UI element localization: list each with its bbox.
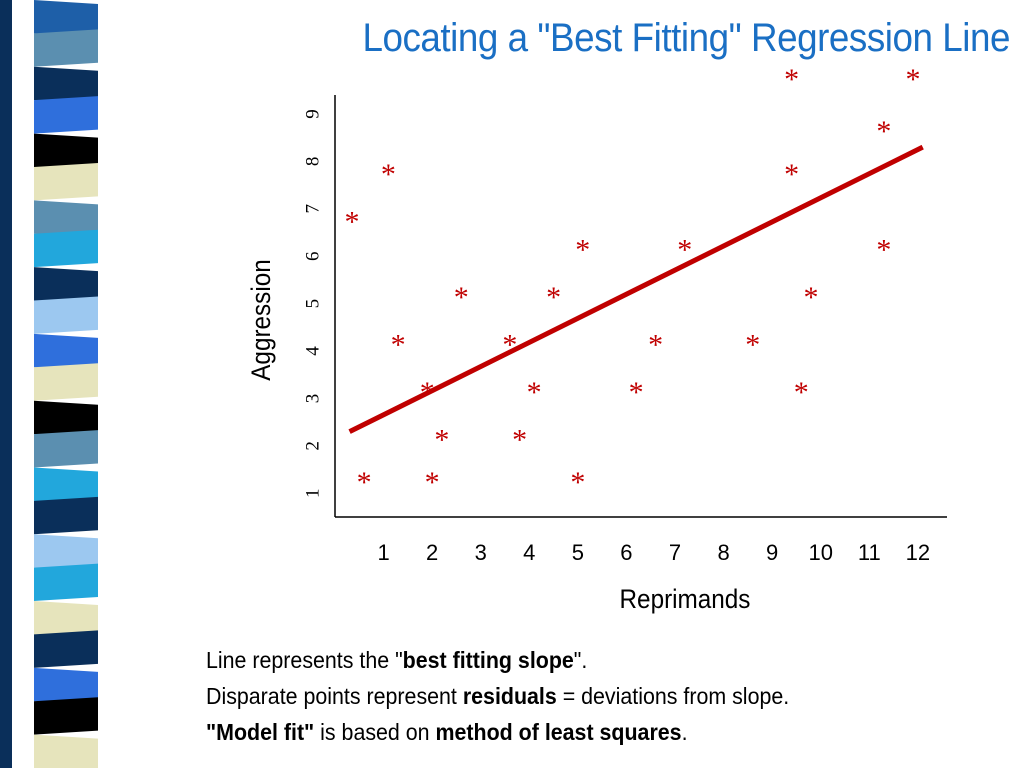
stripe-segment (34, 133, 98, 171)
caption-line: "Model fit" is based on method of least … (206, 714, 950, 750)
data-point: * (906, 63, 921, 96)
stripe-segment (34, 400, 98, 439)
data-point: * (784, 158, 799, 191)
y-tick-label: 7 (303, 204, 324, 214)
caption-run: Disparate points represent (206, 683, 463, 709)
decorative-stripe-bar (0, 0, 98, 768)
caption-line: Disparate points represent residuals = d… (206, 678, 950, 714)
stripe-segment (34, 200, 98, 238)
x-tick-label: 9 (766, 540, 778, 565)
data-point: * (575, 234, 590, 267)
stripe-edge (0, 0, 12, 768)
data-point: * (745, 329, 760, 362)
y-tick-label: 4 (303, 346, 324, 356)
x-tick-label: 6 (620, 540, 632, 565)
x-tick-label: 5 (572, 540, 584, 565)
x-tick-label: 1 (377, 540, 389, 565)
y-tick-label: 5 (303, 299, 324, 309)
data-point: * (804, 281, 819, 314)
regression-line (348, 144, 924, 434)
x-tick-label: 7 (669, 540, 681, 565)
data-point: * (629, 376, 644, 409)
caption-emphasis: method of least squares (435, 719, 682, 745)
y-tick-label: 1 (303, 489, 324, 499)
x-tick-label: 12 (906, 540, 930, 565)
stripe-segment (34, 96, 98, 134)
stripe-segment (34, 430, 98, 468)
x-tick-label: 3 (475, 540, 487, 565)
stripe-segment (34, 267, 98, 305)
stripe-segment (34, 162, 98, 201)
y-tick-label: 9 (303, 109, 324, 119)
stripe-segment (34, 734, 98, 768)
caption-run: . (681, 719, 688, 745)
caption-run: = deviations from slope. (556, 683, 790, 709)
y-tick-label: 3 (303, 394, 324, 404)
y-tick-label: 8 (303, 157, 324, 167)
data-point: * (794, 376, 809, 409)
data-point: * (527, 376, 542, 409)
data-point: * (391, 329, 406, 362)
data-point: * (677, 234, 692, 267)
caption-run: is based on (314, 719, 436, 745)
stripe-segment (34, 496, 98, 535)
stripe-segment (34, 601, 98, 639)
data-point: * (876, 234, 891, 267)
data-point: * (784, 63, 799, 96)
data-point: * (648, 329, 663, 362)
caption-emphasis: residuals (462, 683, 557, 709)
stripe-segment (34, 363, 98, 401)
y-tick-label: 2 (303, 441, 324, 451)
x-axis-label: Reprimands (620, 585, 751, 614)
data-point: * (876, 115, 891, 148)
data-point: * (434, 423, 449, 456)
data-point: * (546, 281, 561, 314)
slide-title: Locating a "Best Fitting" Regression Lin… (362, 16, 1011, 60)
x-tick-label: 11 (858, 540, 881, 565)
x-tick-label: 2 (426, 540, 438, 565)
stripe-segment (34, 66, 98, 105)
stripe-segment (34, 534, 98, 572)
stripe-segment (34, 563, 98, 602)
stripe-segment (34, 296, 98, 334)
x-tick-label: 4 (523, 540, 535, 565)
stripe-segment (34, 467, 98, 505)
stripe-segment (34, 630, 98, 668)
y-axis-label: Aggression (247, 259, 276, 381)
caption-text: Line represents the "best fitting slope"… (206, 642, 950, 750)
y-tick-label: 6 (303, 251, 324, 261)
stripe-segment (34, 697, 98, 735)
data-point: * (570, 466, 585, 499)
data-point: * (512, 423, 527, 456)
caption-line: Line represents the "best fitting slope"… (206, 642, 950, 678)
stripe-segment (34, 667, 98, 706)
caption-emphasis: "Model fit" (206, 719, 315, 745)
data-point: * (454, 281, 469, 314)
stripe-segment (34, 29, 98, 67)
x-tick-label: 10 (808, 540, 832, 565)
data-point: * (425, 466, 440, 499)
caption-emphasis: best fitting slope (402, 647, 574, 673)
caption-run: ". (573, 647, 588, 673)
data-point: * (357, 466, 372, 499)
x-tick-label: 8 (717, 540, 729, 565)
stripe-gap (12, 0, 34, 768)
stripe-segment (34, 0, 98, 38)
caption-run: Line represents the " (206, 647, 403, 673)
stripe-segment (34, 229, 98, 268)
data-point: * (345, 205, 360, 238)
data-point: * (381, 158, 396, 191)
stripe-segment (34, 333, 98, 372)
